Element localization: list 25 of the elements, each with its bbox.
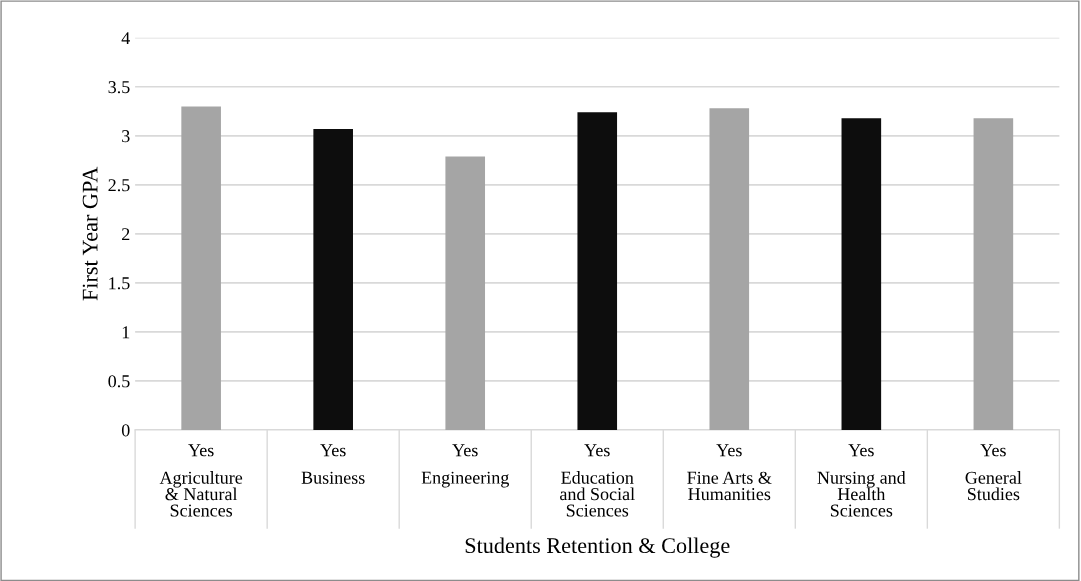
x-axis-title: Students Retention & College: [465, 537, 730, 558]
x-tick-label: Yes Engineering: [421, 444, 509, 488]
x-tick-label: Yes Business: [301, 444, 365, 484]
y-tick-label: 1: [122, 326, 130, 339]
x-tick-label: Yes Agriculture & Natural Sciences: [159, 444, 243, 517]
y-tick-label: 3.5: [108, 81, 130, 94]
x-tick-label: Yes Fine Arts & Humanities: [687, 444, 772, 501]
bar: [577, 112, 618, 430]
bar: [445, 156, 486, 430]
bar: [841, 118, 882, 430]
y-tick-label: 3: [122, 130, 130, 143]
bar: [709, 108, 750, 430]
y-tick-label: 1.5: [109, 277, 130, 290]
y-tick-label: 0: [121, 424, 130, 437]
y-axis-title: First Year GPA: [82, 166, 98, 301]
bar: [313, 128, 353, 430]
y-tick-label: 2: [122, 228, 130, 241]
x-tick-label: Yes Education and Social Sciences: [560, 444, 635, 517]
x-tick-label: Yes Nursing and Health Sciences: [817, 444, 906, 517]
y-tick-label: 0.5: [108, 375, 130, 388]
y-tick-label: 4: [121, 32, 130, 45]
y-tick-label: 2.5: [108, 179, 130, 192]
x-tick-label: Yes General Studies: [965, 444, 1022, 501]
bar: [973, 118, 1014, 430]
bar: [181, 106, 221, 430]
